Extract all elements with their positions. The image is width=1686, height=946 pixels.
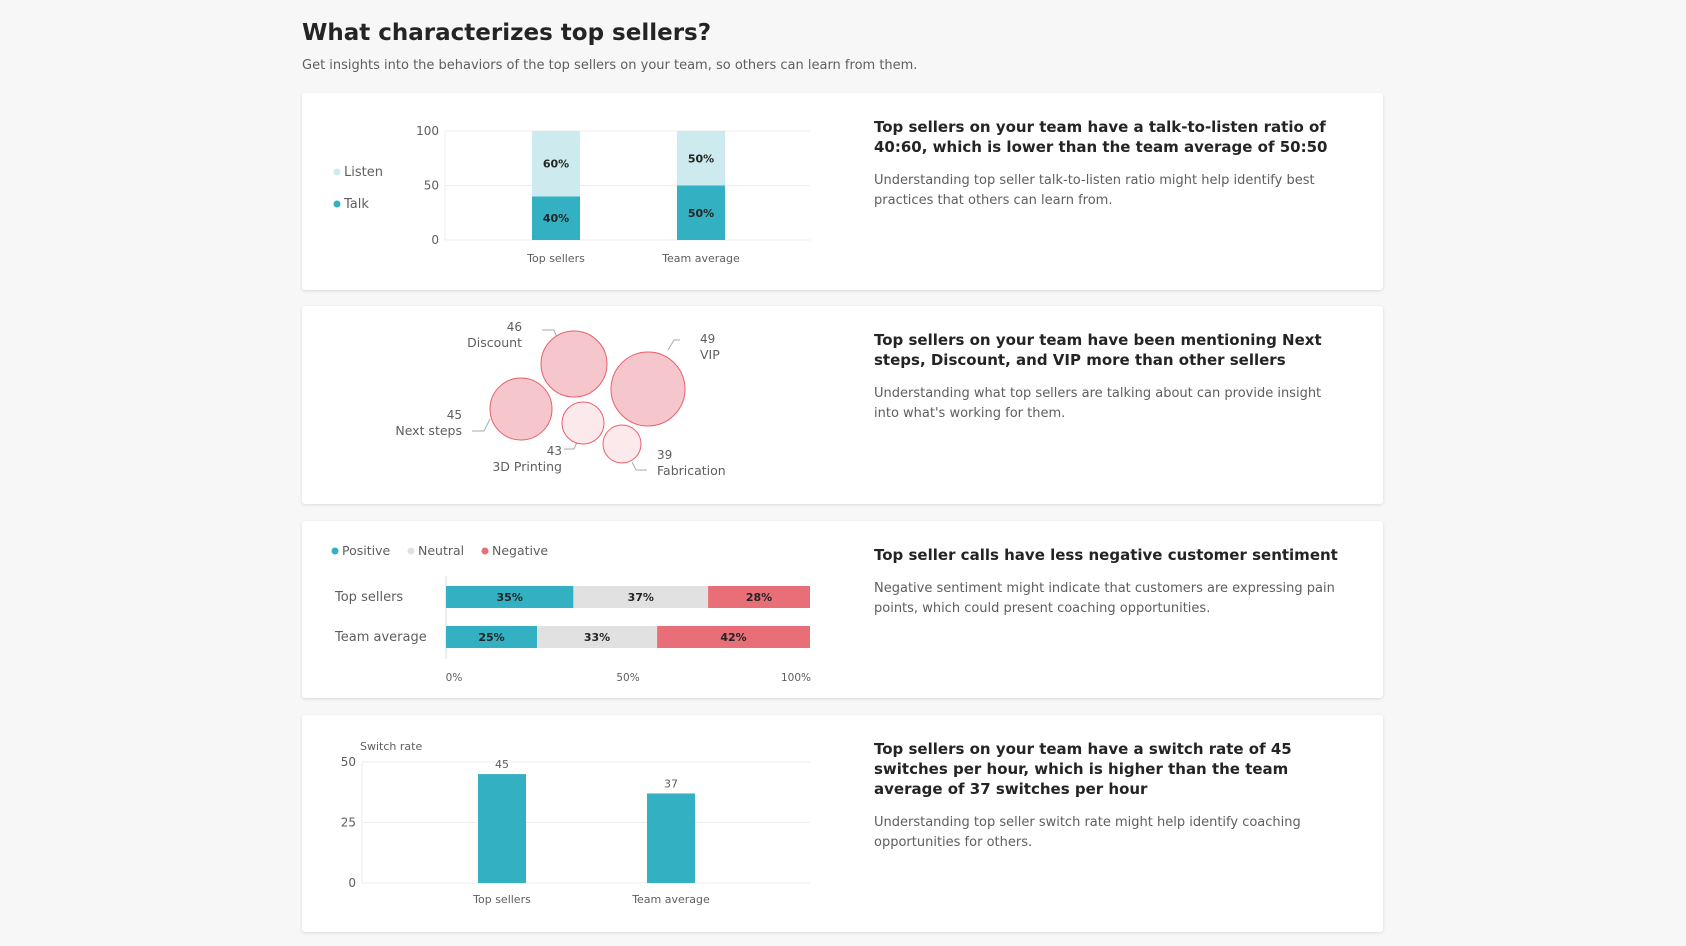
y-axis-title: Switch rate (360, 740, 422, 753)
legend-label: Talk (343, 197, 369, 212)
card-heading: Top sellers on your team have been menti… (874, 331, 1322, 369)
legend-label: Negative (492, 543, 548, 558)
data-label: 35% (497, 591, 523, 604)
bar (478, 774, 526, 883)
data-label: 37 (664, 777, 678, 790)
legend-label: Positive (342, 543, 390, 558)
data-label: 45 (495, 758, 509, 771)
x-tick-label: Top sellers (472, 893, 531, 906)
bar-segment (532, 131, 580, 197)
bar-segment (677, 185, 725, 240)
bar-segment (677, 131, 725, 186)
legend-marker (333, 168, 341, 176)
bubble-value: 43 (547, 444, 562, 458)
card-description: Understanding what top sellers are talki… (874, 386, 1322, 421)
y-tick-label: 50 (341, 755, 356, 769)
y-tick-label: 0 (348, 876, 356, 890)
bar-segment (446, 626, 537, 648)
data-label: 40% (543, 212, 569, 225)
talk-listen-chart: 0 50 100 Listen Talk 40% 60% Top sellers 50% 50% T… (333, 124, 810, 265)
data-label: 60% (543, 158, 569, 171)
data-label: 42% (720, 631, 746, 644)
legend-marker (407, 547, 415, 555)
bubble-label: Fabrication (657, 463, 726, 478)
y-tick-label: 25 (341, 816, 356, 830)
bubble (561, 401, 605, 445)
page-subtitle: Get insights into the behaviors of the t… (302, 58, 918, 73)
bubble-value: 45 (447, 408, 462, 422)
x-tick-label: Top sellers (526, 252, 585, 265)
legend-marker (331, 547, 339, 555)
legend-label: Neutral (418, 543, 464, 558)
y-category-label: Team average (334, 630, 427, 645)
switch-rate-chart: Switch rate 0 25 50 45 Top sellers 37 Team aver… (341, 740, 810, 906)
legend-label: Listen (344, 165, 383, 180)
y-tick-label: 0 (431, 233, 439, 247)
bubble (489, 377, 553, 441)
y-tick-label: 100 (416, 124, 439, 138)
card-heading: Top seller calls have less negative cust… (874, 546, 1338, 564)
leader-line (667, 339, 680, 351)
bubble-value: 49 (700, 332, 715, 346)
x-tick-label: Team average (631, 893, 710, 906)
bar-segment (708, 586, 810, 608)
sentiment-card: Positive Neutral Negative Top sellers 35% 37%… (302, 521, 1383, 698)
bubble (610, 351, 686, 427)
card-description: Negative sentiment might indicate that c… (874, 581, 1335, 616)
leader-line (631, 461, 647, 471)
data-label: 25% (478, 631, 504, 644)
x-tick-label: Team average (661, 252, 740, 265)
bar-segment (532, 196, 580, 240)
card-heading: Top sellers on your team have a switch r… (874, 740, 1292, 798)
bubble-label: Discount (467, 335, 522, 350)
bubble-label: Next steps (395, 423, 462, 438)
legend-marker (333, 200, 341, 208)
bar-segment (657, 626, 810, 648)
data-label: 50% (688, 207, 714, 220)
bubble-label: 3D Printing (492, 459, 562, 474)
bar-segment (446, 586, 574, 608)
bubble-label: VIP (700, 347, 720, 362)
data-label: 37% (628, 591, 654, 604)
x-tick-label: 100% (781, 672, 811, 684)
page-title: What characterizes top sellers? (302, 20, 712, 46)
bubble (602, 424, 642, 464)
bar (647, 793, 695, 883)
data-label: 50% (688, 152, 714, 165)
card-description: Understanding top seller switch rate mig… (874, 815, 1301, 850)
bar-segment (537, 626, 658, 648)
leader-line (472, 418, 491, 432)
legend-marker (481, 547, 489, 555)
data-label: 28% (746, 591, 772, 604)
card-heading: Top sellers on your team have a talk-to-… (874, 118, 1328, 156)
x-tick-label: 50% (616, 672, 639, 684)
bubble-value: 39 (657, 448, 672, 462)
bubble (540, 330, 608, 398)
keywords-card: 46 Discount 49 VIP 45 Next steps 43 3D Printing… (302, 306, 1383, 504)
y-tick-label: 50 (424, 179, 439, 193)
switch-rate-card: Switch rate 0 25 50 45 Top sellers 37 Team aver… (302, 715, 1383, 932)
bar-segment (573, 586, 709, 608)
data-label: 33% (584, 631, 610, 644)
talk-listen-card: 0 50 100 Listen Talk 40% 60% Top sellers 50% 50% T… (302, 93, 1383, 290)
y-category-label: Top sellers (334, 590, 403, 605)
card-description: Understanding top seller talk-to-listen … (874, 173, 1315, 208)
sentiment-chart: Positive Neutral Negative Top sellers 35% 37%… (331, 543, 811, 684)
x-tick-label: 0% (446, 672, 463, 684)
bubble-value: 46 (507, 320, 522, 334)
